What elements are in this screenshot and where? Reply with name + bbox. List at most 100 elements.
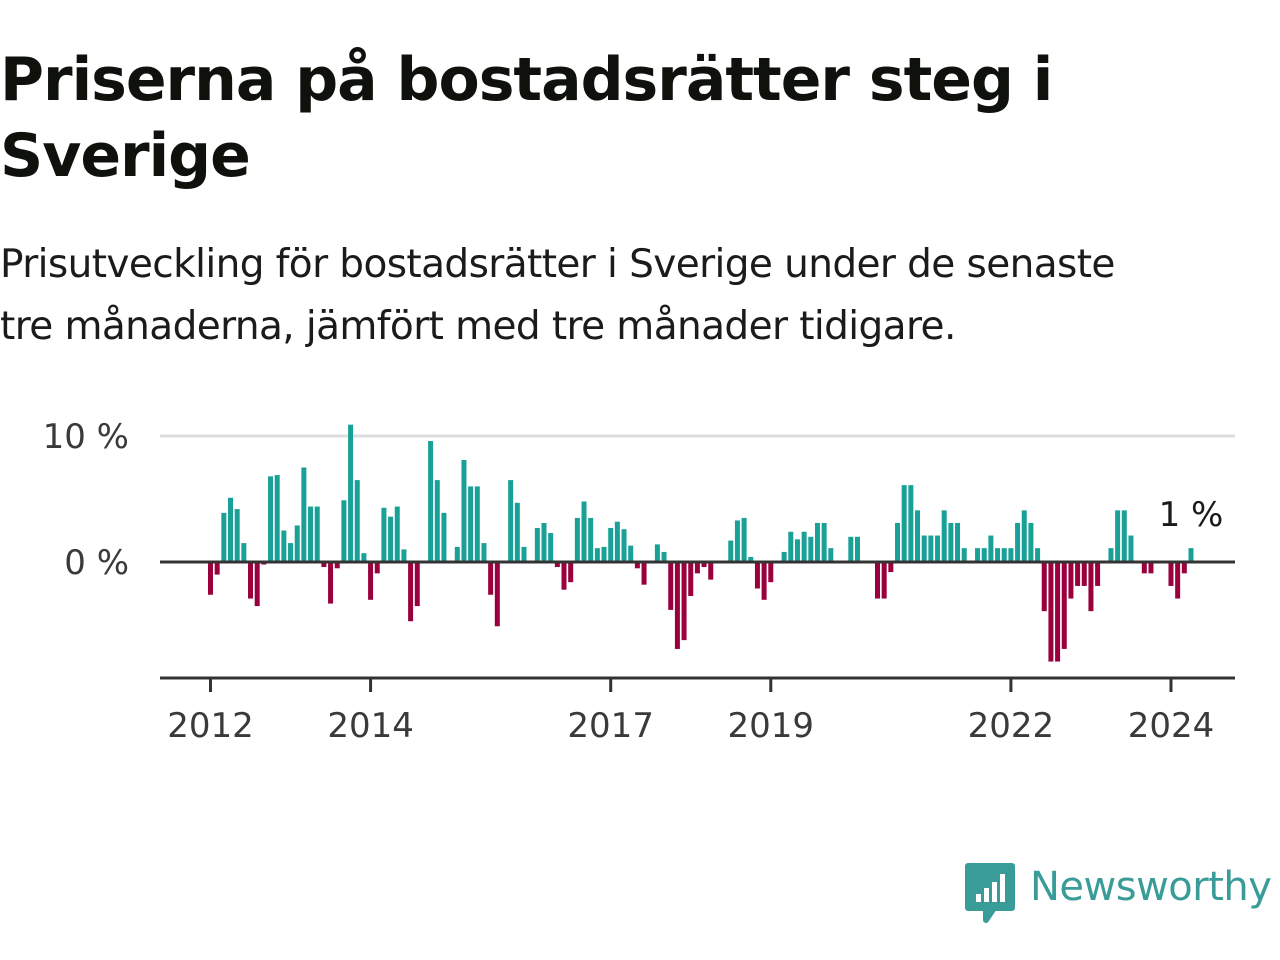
- bar: [1081, 562, 1087, 586]
- bar: [534, 527, 540, 562]
- bar: [901, 485, 907, 562]
- bar: [1041, 562, 1047, 612]
- bar: [921, 535, 927, 562]
- bar: [654, 544, 660, 562]
- bar-chart: 0 % 10 % 2012 2014 2017 2019 2022 2024 1 %: [43, 417, 1235, 746]
- bar: [401, 549, 407, 562]
- bar: [888, 562, 894, 573]
- bar: [621, 529, 627, 562]
- bar: [268, 476, 274, 562]
- bar: [608, 527, 614, 562]
- bar: [454, 546, 460, 562]
- bar: [881, 562, 887, 599]
- bar: [348, 424, 354, 562]
- bar: [955, 522, 961, 562]
- axis-labels: 0 % 10 % 2012 2014 2017 2019 2022 2024 1 %: [43, 417, 1224, 746]
- bar: [581, 501, 587, 562]
- bar: [681, 562, 687, 641]
- bar: [561, 562, 567, 590]
- y-tick-label: 0 %: [64, 543, 129, 583]
- bar: [875, 562, 880, 599]
- bar: [274, 475, 280, 562]
- bar: [935, 535, 941, 562]
- bar: [828, 548, 834, 562]
- bar: [1128, 535, 1134, 562]
- bar: [601, 546, 607, 562]
- bar: [1141, 562, 1147, 574]
- bar: [308, 506, 314, 562]
- bar: [441, 512, 447, 562]
- x-tick-label: 2022: [968, 706, 1055, 746]
- bar: [1188, 548, 1194, 562]
- bar: [768, 562, 774, 583]
- x-tick-label: 2017: [567, 706, 654, 746]
- bar: [508, 480, 514, 562]
- bar: [1095, 562, 1101, 586]
- bar: [928, 535, 934, 562]
- bar: [368, 562, 374, 600]
- bar: [548, 533, 554, 562]
- bar: [674, 562, 680, 649]
- bar: [661, 551, 667, 562]
- bar: [301, 467, 307, 562]
- bar: [321, 562, 327, 568]
- bar: [408, 562, 414, 622]
- bar: [754, 562, 760, 589]
- bar: [481, 543, 487, 562]
- bar: [1015, 522, 1021, 562]
- bar: [554, 562, 560, 568]
- bar: [814, 522, 820, 562]
- bar: [688, 562, 694, 597]
- subtitle-line-1: Prisutveckling för bostadsrätter i Sveri…: [0, 242, 1115, 287]
- last-value-label: 1 %: [1159, 495, 1224, 535]
- bar: [975, 548, 981, 562]
- bar: [288, 543, 294, 562]
- bar: [915, 510, 921, 562]
- bar: [1175, 562, 1181, 599]
- bar: [514, 502, 520, 562]
- bar: [808, 536, 814, 562]
- bar: [614, 521, 620, 562]
- bar: [314, 506, 320, 562]
- bar: [1028, 522, 1034, 562]
- bar: [488, 562, 494, 595]
- bar: [1008, 548, 1014, 562]
- bar: [708, 562, 714, 580]
- bar: [988, 535, 994, 562]
- bar: [694, 562, 700, 574]
- bar: [641, 562, 647, 585]
- bar: [1148, 562, 1154, 574]
- bar: [941, 510, 947, 562]
- x-tick-label: 2014: [327, 706, 414, 746]
- bar: [341, 500, 347, 562]
- bar: [328, 562, 334, 604]
- bar: [388, 516, 394, 562]
- bar: [434, 480, 440, 562]
- bar: [234, 509, 240, 562]
- bar: [594, 548, 600, 562]
- bar: [254, 562, 260, 607]
- bar: [468, 486, 474, 562]
- bar: [1055, 562, 1061, 662]
- brand-name: Newsworthy: [1030, 864, 1272, 910]
- newsworthy-logo-icon: [965, 863, 1015, 923]
- bar: [961, 548, 967, 562]
- bar: [908, 485, 914, 562]
- bar: [361, 553, 367, 562]
- bar: [1075, 562, 1081, 586]
- bar: [761, 562, 767, 600]
- bar: [801, 531, 807, 562]
- bar: [541, 522, 547, 562]
- bar: [208, 562, 213, 595]
- bar: [734, 520, 740, 562]
- bar: [221, 512, 227, 562]
- bar: [981, 548, 987, 562]
- bar: [214, 562, 220, 575]
- bar: [588, 517, 594, 562]
- chart-subtitle: Prisutveckling för bostadsrätter i Sveri…: [0, 234, 1280, 358]
- bar: [781, 551, 787, 562]
- bar: [634, 562, 640, 569]
- newsworthy-logo: Newsworthy: [964, 862, 1272, 926]
- bar: [794, 539, 800, 562]
- bar: [948, 522, 954, 562]
